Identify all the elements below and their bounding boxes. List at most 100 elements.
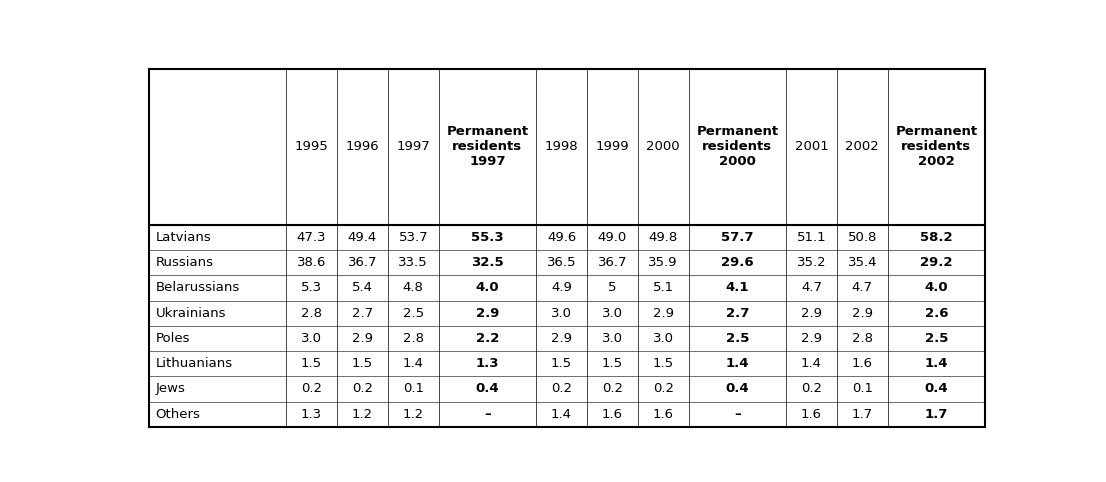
Text: 29.2: 29.2 xyxy=(920,256,952,269)
Text: 1.5: 1.5 xyxy=(653,357,674,370)
Text: 1.6: 1.6 xyxy=(801,408,822,421)
Text: 1997: 1997 xyxy=(396,140,430,153)
Text: 2000: 2000 xyxy=(646,140,680,153)
Text: 1.6: 1.6 xyxy=(602,408,623,421)
Text: 58.2: 58.2 xyxy=(920,231,952,244)
Text: 0.2: 0.2 xyxy=(653,382,674,395)
Text: 1.4: 1.4 xyxy=(925,357,948,370)
Text: 2.8: 2.8 xyxy=(403,332,424,345)
Text: 2.5: 2.5 xyxy=(726,332,749,345)
Text: 3.0: 3.0 xyxy=(602,307,623,320)
Text: 1.3: 1.3 xyxy=(476,357,499,370)
Text: 36.7: 36.7 xyxy=(597,256,627,269)
Text: 32.5: 32.5 xyxy=(471,256,503,269)
Text: –: – xyxy=(484,408,491,421)
Text: Permanent
residents
2000: Permanent residents 2000 xyxy=(697,125,779,168)
Text: 5.1: 5.1 xyxy=(653,281,674,295)
Text: 1.6: 1.6 xyxy=(653,408,674,421)
Text: 2.6: 2.6 xyxy=(925,307,948,320)
Text: 1.4: 1.4 xyxy=(726,357,749,370)
Text: 2.5: 2.5 xyxy=(925,332,948,345)
Text: 29.6: 29.6 xyxy=(721,256,753,269)
Text: 3.0: 3.0 xyxy=(653,332,674,345)
Text: 3.0: 3.0 xyxy=(551,307,572,320)
Text: Permanent
residents
2002: Permanent residents 2002 xyxy=(896,125,978,168)
Text: 2.5: 2.5 xyxy=(403,307,424,320)
Text: 1.6: 1.6 xyxy=(852,357,873,370)
Text: 2.9: 2.9 xyxy=(551,332,572,345)
Text: 35.2: 35.2 xyxy=(796,256,826,269)
Text: 2.8: 2.8 xyxy=(301,307,322,320)
Text: 4.1: 4.1 xyxy=(726,281,749,295)
Text: 55.3: 55.3 xyxy=(471,231,503,244)
Text: 2.9: 2.9 xyxy=(653,307,674,320)
Text: 1.5: 1.5 xyxy=(352,357,373,370)
Text: 35.9: 35.9 xyxy=(648,256,678,269)
Text: –: – xyxy=(734,408,741,421)
Text: 1995: 1995 xyxy=(294,140,328,153)
Text: 1.7: 1.7 xyxy=(852,408,873,421)
Text: 4.7: 4.7 xyxy=(852,281,873,295)
Text: 2.8: 2.8 xyxy=(852,332,873,345)
Text: Ukrainians: Ukrainians xyxy=(155,307,226,320)
Text: 35.4: 35.4 xyxy=(847,256,877,269)
Text: 36.5: 36.5 xyxy=(546,256,576,269)
Text: 1.5: 1.5 xyxy=(551,357,572,370)
Text: 49.6: 49.6 xyxy=(546,231,576,244)
Text: Belarussians: Belarussians xyxy=(155,281,240,295)
Text: 0.4: 0.4 xyxy=(726,382,749,395)
Text: 51.1: 51.1 xyxy=(796,231,826,244)
Text: 2.7: 2.7 xyxy=(726,307,749,320)
Text: 2001: 2001 xyxy=(794,140,828,153)
Text: 4.7: 4.7 xyxy=(801,281,822,295)
Text: 2.2: 2.2 xyxy=(476,332,499,345)
Text: 33.5: 33.5 xyxy=(398,256,428,269)
Text: Russians: Russians xyxy=(155,256,213,269)
Text: 1.2: 1.2 xyxy=(403,408,424,421)
Text: 1.4: 1.4 xyxy=(551,408,572,421)
Text: 4.8: 4.8 xyxy=(403,281,424,295)
Text: Permanent
residents
1997: Permanent residents 1997 xyxy=(447,125,529,168)
Text: Jews: Jews xyxy=(155,382,186,395)
Text: 0.2: 0.2 xyxy=(352,382,373,395)
Text: 4.0: 4.0 xyxy=(925,281,948,295)
Text: 5.4: 5.4 xyxy=(352,281,373,295)
Text: 36.7: 36.7 xyxy=(347,256,377,269)
Text: 1.7: 1.7 xyxy=(925,408,948,421)
Text: 2.9: 2.9 xyxy=(801,332,822,345)
Text: 0.1: 0.1 xyxy=(852,382,873,395)
Text: 1998: 1998 xyxy=(545,140,578,153)
Text: 4.9: 4.9 xyxy=(551,281,572,295)
Text: 50.8: 50.8 xyxy=(847,231,877,244)
Text: Lithuanians: Lithuanians xyxy=(155,357,232,370)
Text: 1999: 1999 xyxy=(595,140,629,153)
Text: 57.7: 57.7 xyxy=(721,231,753,244)
Text: 2.9: 2.9 xyxy=(352,332,373,345)
Text: 0.2: 0.2 xyxy=(551,382,572,395)
Text: Others: Others xyxy=(155,408,200,421)
Text: 47.3: 47.3 xyxy=(296,231,326,244)
Text: Latvians: Latvians xyxy=(155,231,211,244)
Text: Poles: Poles xyxy=(155,332,190,345)
Text: 2.7: 2.7 xyxy=(352,307,373,320)
Text: 1.4: 1.4 xyxy=(801,357,822,370)
Text: 5: 5 xyxy=(608,281,617,295)
Text: 2.9: 2.9 xyxy=(852,307,873,320)
Text: 0.4: 0.4 xyxy=(925,382,948,395)
Text: 1.3: 1.3 xyxy=(301,408,322,421)
Text: 3.0: 3.0 xyxy=(602,332,623,345)
Text: 3.0: 3.0 xyxy=(301,332,322,345)
Text: 1.5: 1.5 xyxy=(301,357,322,370)
Text: 0.2: 0.2 xyxy=(801,382,822,395)
Text: 5.3: 5.3 xyxy=(301,281,322,295)
Text: 0.4: 0.4 xyxy=(476,382,499,395)
Text: 1.2: 1.2 xyxy=(352,408,373,421)
Text: 0.2: 0.2 xyxy=(602,382,623,395)
Text: 49.0: 49.0 xyxy=(597,231,627,244)
Text: 0.2: 0.2 xyxy=(301,382,322,395)
Text: 4.0: 4.0 xyxy=(476,281,499,295)
Text: 2.9: 2.9 xyxy=(801,307,822,320)
Text: 1996: 1996 xyxy=(346,140,379,153)
Text: 1.5: 1.5 xyxy=(602,357,623,370)
Text: 53.7: 53.7 xyxy=(398,231,428,244)
